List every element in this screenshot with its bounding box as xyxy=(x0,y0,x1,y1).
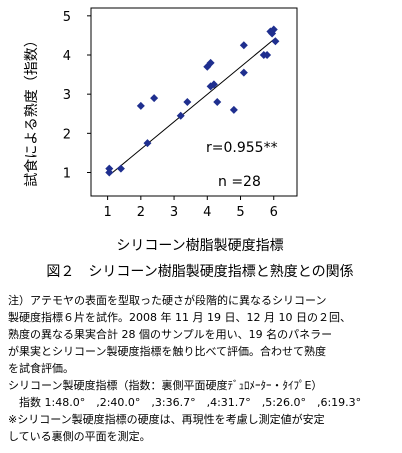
note-line: 製硬度指標６片を試作。2008 年 11 月 19 日、12 月 10 日の２回… xyxy=(8,310,351,324)
x-tick-label: 6 xyxy=(270,205,278,220)
note-line: を試食評価。 xyxy=(8,361,74,375)
point xyxy=(136,101,145,110)
note-line: が果実とシリコーン製硬度指標を触り比べて評価。合わせて熟度 xyxy=(8,344,326,358)
y-tick-label: 1 xyxy=(63,167,71,182)
annotation: r=0.955** xyxy=(206,140,278,156)
plot-frame xyxy=(90,7,298,197)
y-tick-label: 4 xyxy=(63,49,71,64)
caption: 図２ シリコーン樹脂製硬度指標と熟度との関係 xyxy=(46,264,353,280)
y-tick-label: 5 xyxy=(63,10,71,25)
x-axis-label: シリコーン樹脂製硬度指標 xyxy=(116,238,283,254)
point xyxy=(271,37,280,46)
x-tick-label: 4 xyxy=(203,205,211,220)
point xyxy=(269,25,278,34)
x-tick-label: 3 xyxy=(170,205,178,220)
note-line: ※シリコーン製硬度指標の硬度は、再現性を考慮し測定値が安定 xyxy=(8,412,325,426)
point xyxy=(206,58,215,67)
point xyxy=(229,105,238,114)
point xyxy=(143,139,152,148)
point xyxy=(105,164,114,173)
y-tick-label: 3 xyxy=(63,88,71,103)
note-line: 熟度の異なる果実合計 28 個のサンプルを用い、19 名のパネラー xyxy=(8,327,332,341)
point xyxy=(239,41,248,50)
x-tick-label: 1 xyxy=(103,205,111,220)
note-line: シリコーン製硬度指標（指数：裏側平面硬度ﾃﾞｭﾛﾒｰﾀｰ・ﾀｲﾌﾟE） xyxy=(8,378,322,392)
trendline xyxy=(108,37,276,176)
note-line: 注）アテモヤの表面を型取った硬さが段階的に異なるシリコーン xyxy=(8,293,326,307)
point xyxy=(209,80,218,89)
note-line: している裏側の平面を測定。 xyxy=(8,429,151,443)
point xyxy=(213,98,222,106)
point xyxy=(176,111,185,120)
point xyxy=(263,51,272,59)
note-line: 指数 1:48.0° ,2:40.0° ,3:36.7° ,4:31.7° ,5… xyxy=(8,395,361,409)
point xyxy=(239,68,248,77)
x-tick-label: 2 xyxy=(137,205,145,220)
x-tick-label: 5 xyxy=(236,205,244,220)
point xyxy=(116,164,125,173)
annotation: n =28 xyxy=(218,174,261,190)
y-tick-label: 2 xyxy=(63,127,71,142)
point xyxy=(183,98,192,106)
point xyxy=(150,94,159,103)
y-axis-label: 試食による熟度（指数） xyxy=(23,33,40,187)
